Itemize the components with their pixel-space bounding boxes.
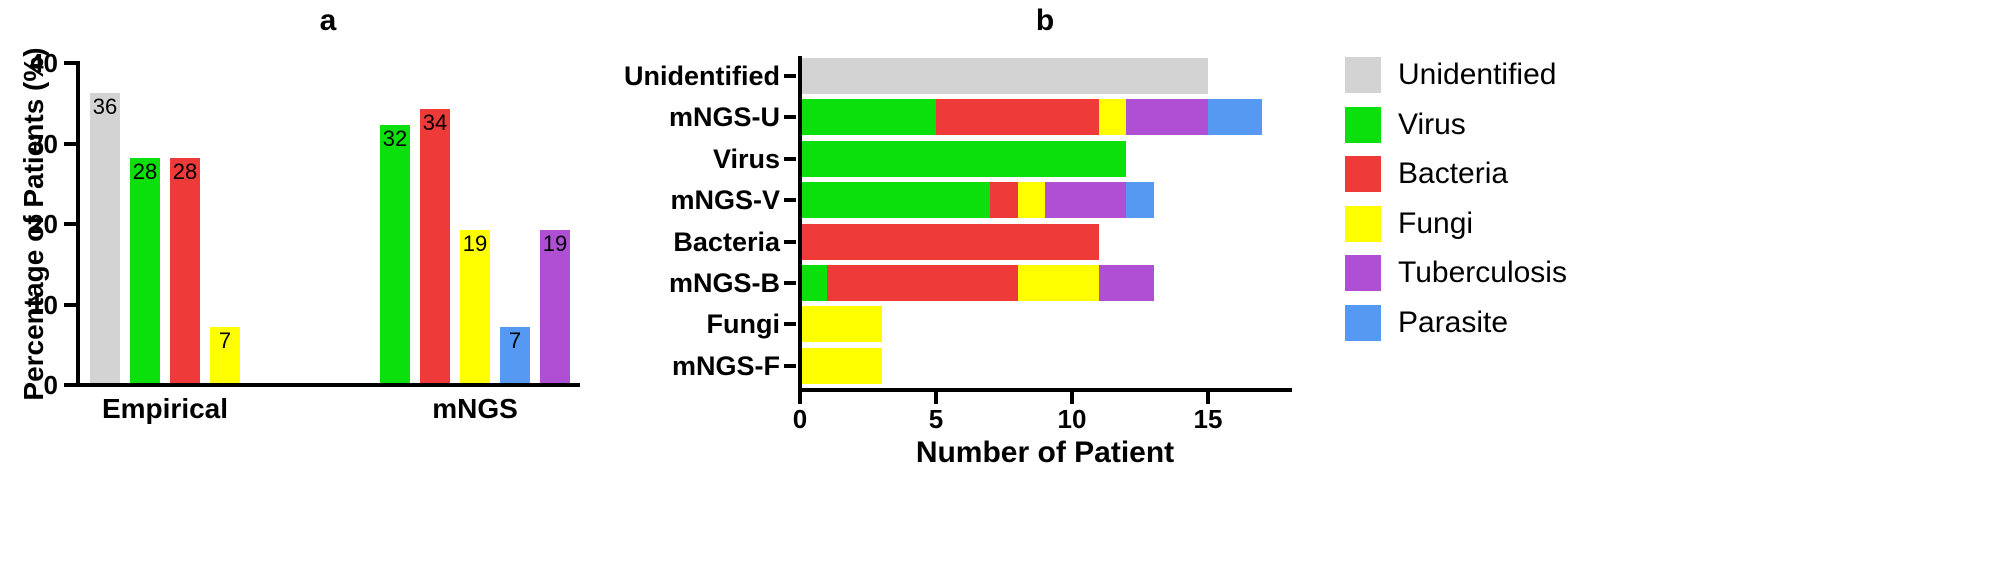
x-axis-group-label: mNGS <box>432 393 518 424</box>
bar-tuberculosis <box>540 230 570 383</box>
bar-fungi <box>210 326 240 383</box>
stacked-bar-segment-virus <box>800 182 991 219</box>
bar-value-label: 32 <box>382 126 408 152</box>
bar-value-label: 7 <box>508 327 522 353</box>
y-axis-tick-label: 40 <box>29 48 58 78</box>
legend-swatch-unidentified <box>1345 57 1381 93</box>
legend-label: Tuberculosis <box>1398 256 1567 290</box>
stacked-bar-segment-tuberculosis <box>1126 99 1208 136</box>
stacked-bar-segment-fungi <box>1017 265 1100 301</box>
stacked-bar-segment-tuberculosis <box>1044 182 1127 219</box>
bar-parasite <box>500 326 530 383</box>
y-axis-tick-label: 0 <box>43 370 58 400</box>
panel-b-title: b <box>1035 4 1055 37</box>
bar-virus <box>130 157 160 383</box>
category-label: Fungi <box>706 309 780 340</box>
bar-bacteria <box>420 109 450 383</box>
x-axis-tick-mark <box>934 392 938 404</box>
stacked-bar-segment-bacteria <box>990 182 1018 219</box>
category-label: Unidentified <box>624 61 780 91</box>
panel-a-y-axis <box>76 61 80 387</box>
stacked-bar-segment-virus <box>800 99 936 136</box>
bar-value-label: 34 <box>422 110 448 136</box>
legend-swatch-bacteria <box>1345 156 1381 193</box>
bar-value-label: 36 <box>92 94 118 120</box>
legend-label: Virus <box>1398 107 1466 141</box>
panel-a-title: a <box>319 4 337 37</box>
bar-bacteria <box>170 157 200 383</box>
category-label: mNGS-F <box>672 350 780 381</box>
x-axis-tick-label: 5 <box>928 404 944 434</box>
x-axis-tick-mark <box>1070 392 1074 404</box>
category-tick-mark <box>784 198 796 203</box>
x-axis-tick-label: 15 <box>1193 404 1223 434</box>
x-axis-tick-label: 0 <box>792 404 808 434</box>
bar-virus <box>380 125 410 383</box>
category-label: Virus <box>712 143 780 174</box>
legend-label: Bacteria <box>1398 157 1509 191</box>
panel-b-y-axis <box>798 56 802 392</box>
stacked-bar-segment-fungi <box>1017 182 1045 219</box>
bar-fungi <box>460 230 490 383</box>
stacked-bar-segment-virus <box>800 140 1127 177</box>
stacked-bar-segment-bacteria <box>936 99 1100 136</box>
bar-value-label: 7 <box>218 327 232 353</box>
y-axis-tick-mark <box>64 383 76 387</box>
category-label: mNGS-B <box>668 268 780 298</box>
stacked-bar-segment-parasite <box>1208 99 1263 136</box>
bar-value-label: 19 <box>462 231 488 257</box>
stacked-bar-segment-tuberculosis <box>1099 265 1154 301</box>
x-axis-group-label: Empirical <box>101 393 229 424</box>
y-axis-tick-label: 10 <box>29 289 58 320</box>
legend-label: Fungi <box>1398 206 1474 240</box>
stacked-bar-segment-virus <box>800 265 828 301</box>
y-axis-tick-mark <box>64 61 76 65</box>
stacked-bar-segment-fungi <box>800 347 882 384</box>
category-label: Bacteria <box>673 226 780 257</box>
panel-b-x-axis <box>798 388 1292 392</box>
bar-unidentified <box>90 93 120 383</box>
panel-b-x-axis-label: Number of Patient <box>915 436 1175 469</box>
stacked-bar-segment-fungi <box>800 306 882 343</box>
legend-swatch-tuberculosis <box>1345 255 1381 292</box>
legend-swatch-virus <box>1345 106 1381 143</box>
category-label: mNGS-V <box>670 185 780 216</box>
stacked-bar-segment-unidentified <box>800 58 1208 94</box>
category-tick-mark <box>784 363 796 368</box>
bar-value-label: 19 <box>542 231 568 257</box>
y-axis-tick-mark <box>64 141 76 146</box>
x-axis-tick-mark <box>1206 392 1210 404</box>
category-tick-mark <box>784 156 796 161</box>
stacked-bar-segment-bacteria <box>800 223 1100 260</box>
category-tick-mark <box>784 281 796 285</box>
y-axis-tick-label: 20 <box>29 209 58 239</box>
category-tick-mark <box>784 322 796 327</box>
stacked-bar-segment-fungi <box>1099 99 1127 136</box>
legend-label: Unidentified <box>1398 58 1557 91</box>
category-tick-mark <box>784 239 796 244</box>
stacked-bar-segment-bacteria <box>827 265 1018 301</box>
category-tick-mark <box>784 115 796 120</box>
category-label: mNGS-U <box>668 102 780 133</box>
y-axis-tick-mark <box>64 302 76 307</box>
legend-swatch-fungi <box>1345 205 1381 242</box>
legend-swatch-parasite <box>1345 305 1381 341</box>
x-axis-tick-mark <box>798 392 802 404</box>
y-axis-tick-mark <box>64 222 76 226</box>
bar-value-label: 28 <box>172 158 198 184</box>
y-axis-tick-label: 30 <box>29 128 58 159</box>
panel-a-x-axis <box>76 383 580 387</box>
bar-value-label: 28 <box>132 158 158 184</box>
x-axis-tick-label: 10 <box>1057 404 1087 434</box>
stacked-bar-segment-parasite <box>1126 182 1154 219</box>
legend-label: Parasite <box>1398 306 1509 339</box>
category-tick-mark <box>784 74 796 78</box>
